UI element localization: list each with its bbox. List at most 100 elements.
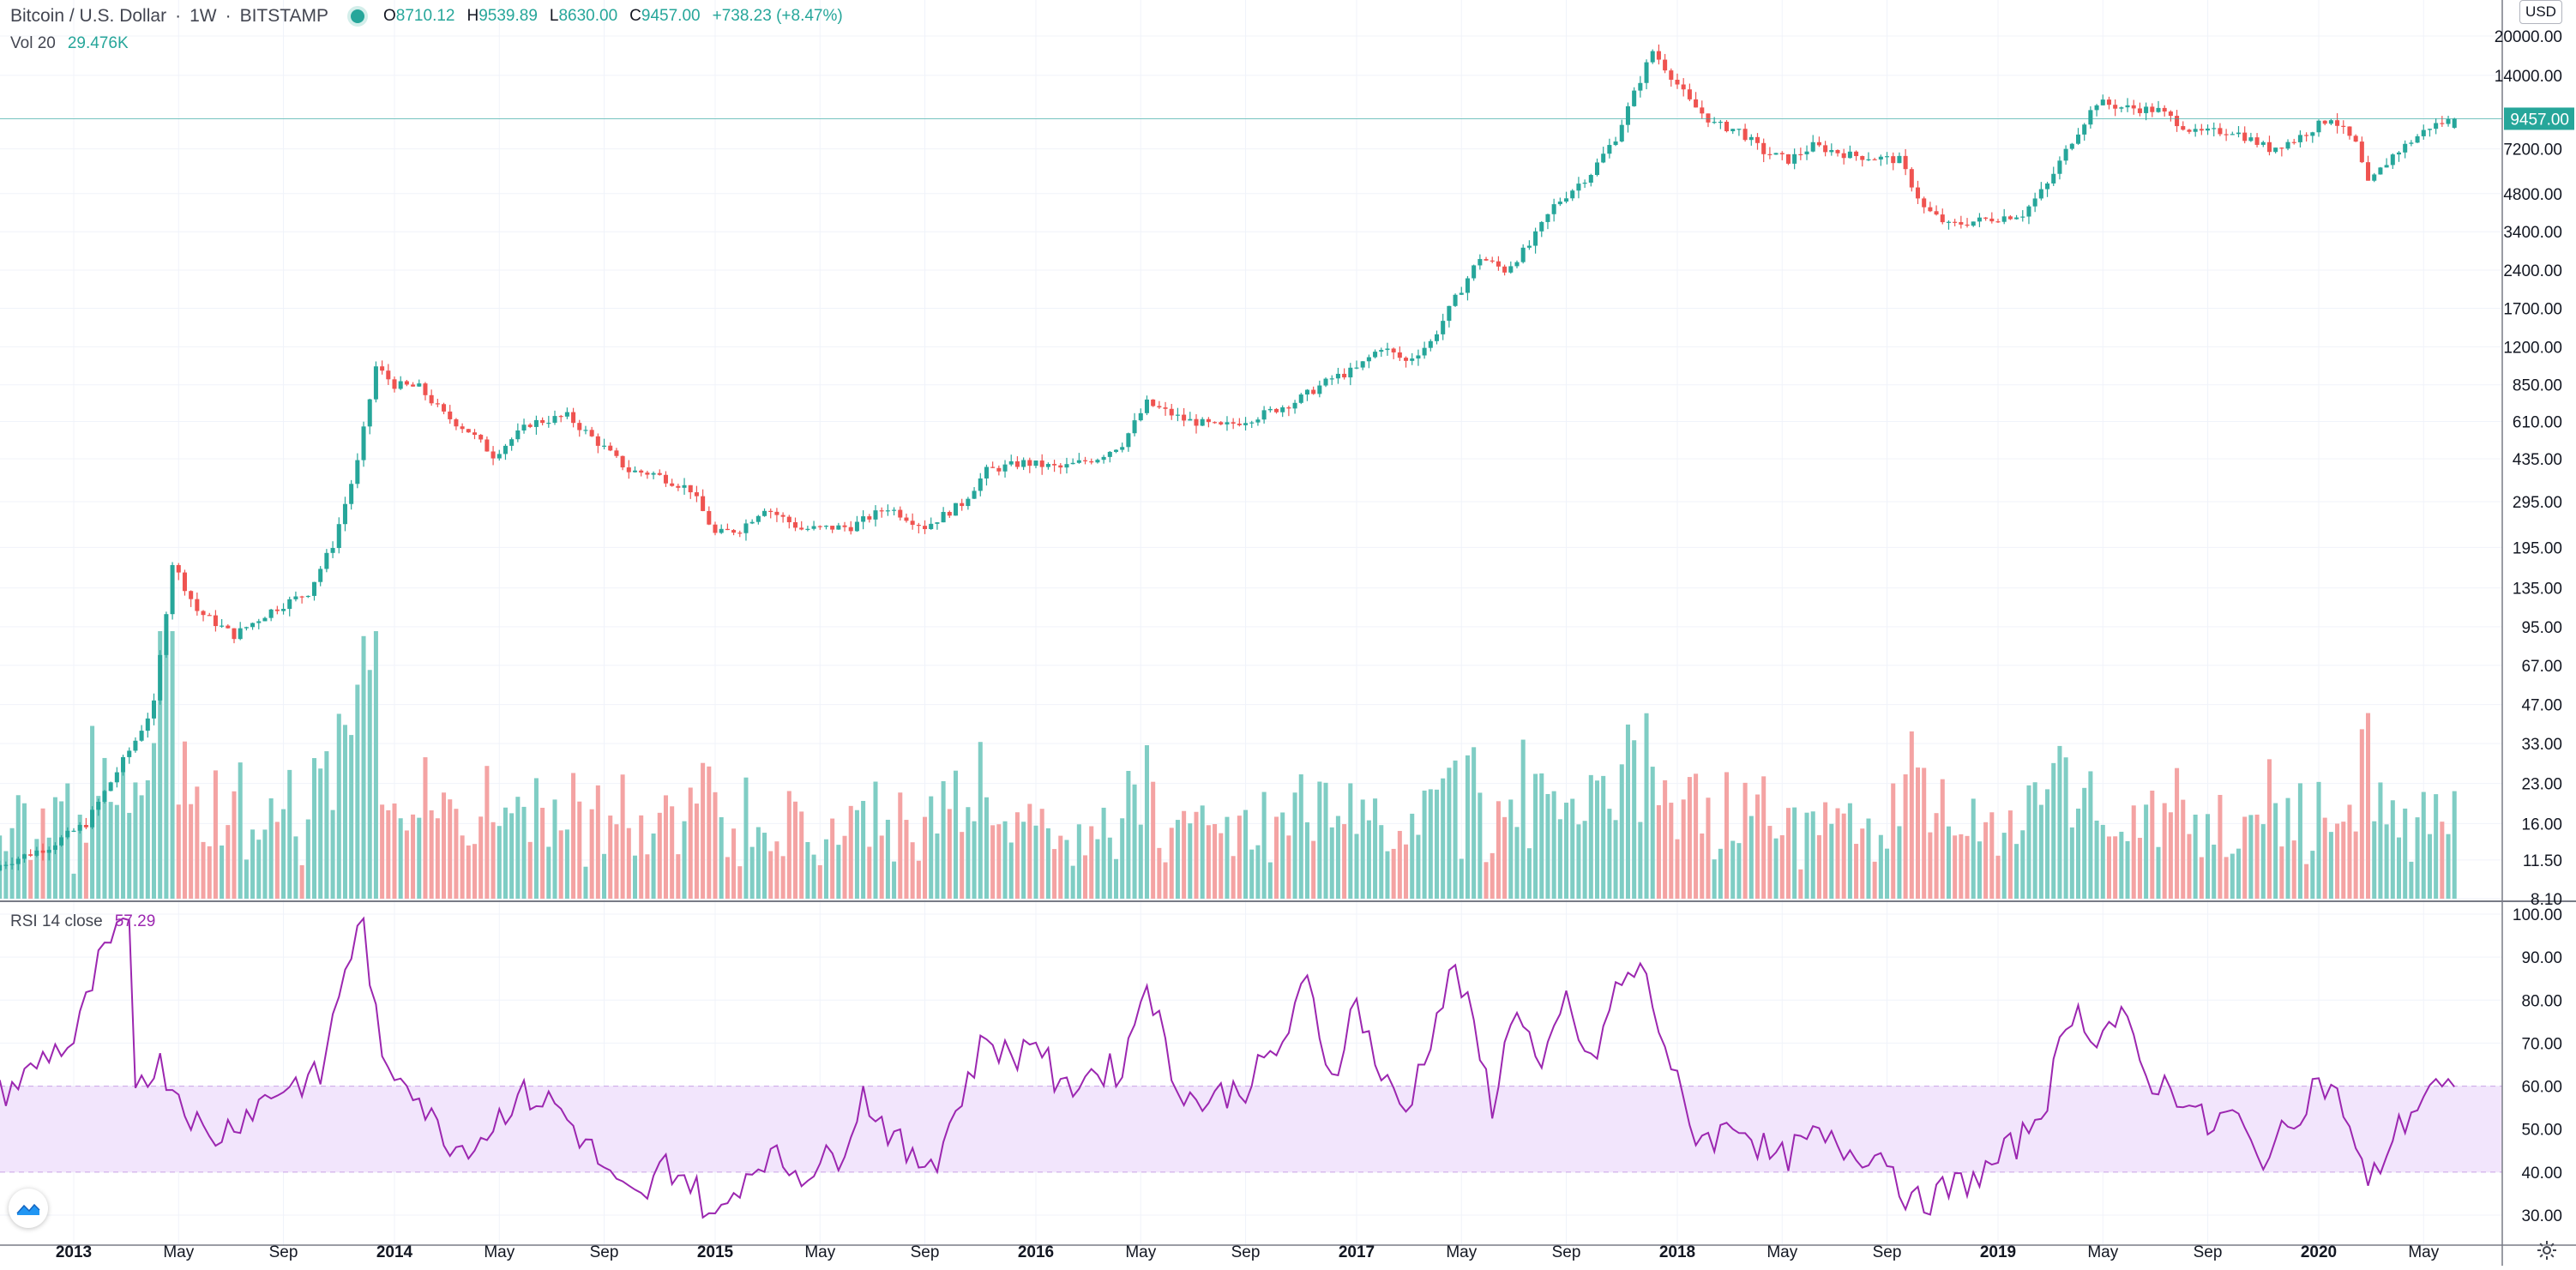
candle-body [1138,412,1143,421]
candle-body [509,439,515,446]
candle-body [854,521,859,532]
candle-body [670,483,675,486]
volume-bar [614,824,619,899]
candle-body [1922,198,1927,208]
candle-body [1366,357,1371,362]
candle-body [552,416,557,423]
candle-body [923,526,928,530]
candle-body [1502,266,1508,273]
candle-body [2199,129,2204,131]
candle-body [2328,120,2333,124]
volume-bar [1669,803,1674,899]
time-tick-label: 2019 [1980,1243,2016,1261]
candle-body [1329,378,1334,380]
candle-body [978,478,983,491]
volume-bar [2427,834,2432,899]
time-tick-label: 2017 [1339,1243,1375,1261]
candle-body [1348,367,1353,378]
volume-bar [121,772,126,899]
volume-bar [719,816,724,899]
volume-bar [577,801,582,899]
candle-body [620,455,625,468]
rsi-legend[interactable]: RSI 14 close 57.29 [10,912,155,931]
candle-body [1459,292,1464,295]
volume-bar [411,814,416,899]
volume-bar [1095,839,1100,899]
volume-bar [478,816,484,899]
volume-bar [77,814,82,899]
volume-bar [1520,739,1526,899]
volume-bar [349,735,354,899]
volume-bar [2396,837,2402,899]
volume-bar [2119,831,2124,899]
volume-bar [1576,824,1581,899]
candle-body [466,429,471,433]
volume-bar [960,832,965,899]
interval[interactable]: 1W [190,6,217,26]
candle-body [1354,367,1359,369]
volume-bar [2440,822,2445,899]
volume-bar [1977,841,1982,899]
candle-body [614,450,619,456]
volume-bar [2260,824,2266,899]
candle-body [460,426,465,430]
candle-body [96,802,101,810]
candle-body [1675,79,1680,85]
volume-bar [670,806,675,899]
candle-body [842,525,847,527]
volume-bar [2328,832,2333,899]
volume-bar [2156,846,2161,899]
candle-body [1083,460,1088,461]
volume-bar [1773,838,1779,899]
volume-bar [1391,848,1396,899]
volume-bar [1644,713,1649,899]
volume-bar [1878,834,1883,899]
candle-body [1120,447,1125,450]
price-tick-label: 20000.00 [2495,28,2562,46]
volume-bar [355,684,360,899]
volume-bar [182,741,187,899]
volume-bar [250,829,256,899]
candle-body [1304,389,1309,395]
candle-body [1613,141,1618,146]
time-tick-label: Sep [1873,1243,1902,1261]
candle-body [1231,422,1236,424]
volume-bar [330,810,335,899]
volume-bar [737,866,743,899]
candle-body [799,527,804,530]
candle-body [40,850,45,853]
volume-bar [2168,812,2173,899]
volume-bar [1404,844,1409,899]
gear-icon[interactable] [2537,1240,2557,1261]
candle-body [497,454,502,459]
volume-bar [564,829,569,899]
candle-body [1206,418,1211,423]
candle-body [417,383,422,387]
candle-body [688,485,693,493]
candle-body [1453,294,1458,306]
symbol-name[interactable]: Bitcoin / U.S. Dollar [10,6,167,26]
time-tick-label: Sep [2194,1243,2223,1261]
volume-bar [158,631,163,899]
currency-button[interactable]: USD [2519,0,2562,24]
change-value: +738.23 (+8.47%) [712,7,843,25]
volume-legend[interactable]: Vol 20 29.476K [10,34,129,53]
volume-bar [1163,862,1168,899]
candle-body [972,491,977,499]
volume-bar [213,770,218,899]
candle-body [220,625,225,627]
volume-bar [1280,812,1285,899]
candle-body [108,782,113,791]
candle-body [1761,142,1766,154]
volume-bar [2452,791,2457,899]
tradingview-logo-icon[interactable] [9,1189,48,1228]
candle-body [1033,460,1038,466]
volume-bar [1175,820,1180,899]
candle-body [774,511,779,515]
candle-body [571,412,576,424]
volume-bar [164,631,169,899]
volume-bar [1219,833,1224,899]
volume-bar [1934,813,1939,899]
